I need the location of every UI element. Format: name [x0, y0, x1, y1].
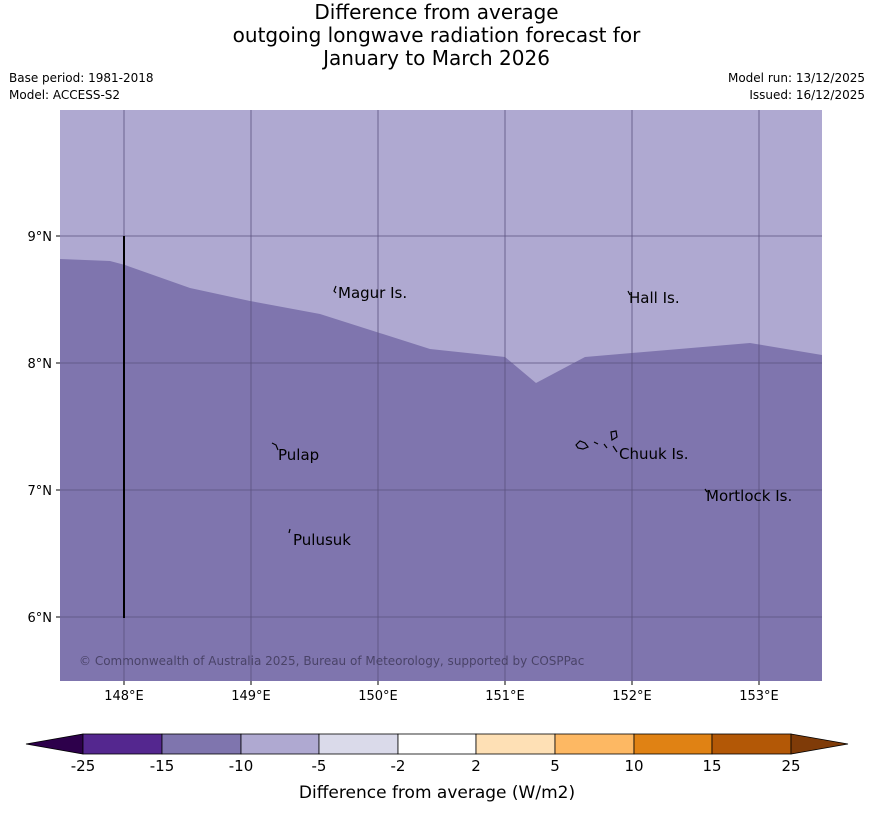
- model-name: Model: ACCESS-S2: [9, 88, 121, 102]
- chuuk-lagoon-island-a: [575, 440, 589, 450]
- colorbar-tick-label: 10: [624, 757, 643, 775]
- pulap-island-shape: [271, 442, 279, 451]
- title-line-2: outgoing longwave radiation forecast for: [232, 23, 641, 47]
- colorbar-segment-5: [397, 733, 477, 755]
- title-line-1: Difference from average: [314, 0, 559, 24]
- place-label-pulap: Pulap: [278, 446, 319, 464]
- lon-tick-149: 149°E: [231, 689, 271, 704]
- chart-title: Difference from average outgoing longwav…: [0, 1, 873, 70]
- issued-date: Issued: 16/12/2025: [749, 88, 865, 102]
- colorbar-extend-low: [25, 733, 84, 755]
- base-period: Base period: 1981-2018: [9, 71, 154, 85]
- colorbar-segment-1: [82, 733, 163, 755]
- colorbar: -25 -15 -10 -5 -2 2 5 10 15 25 Differenc…: [25, 733, 849, 803]
- colorbar-tick-label: -25: [71, 757, 96, 775]
- place-label-mortlock: Mortlock Is.: [706, 487, 792, 505]
- place-label-hall: Hall Is.: [629, 289, 680, 307]
- lat-tick-7: 7°N: [28, 484, 53, 499]
- colorbar-segment-9: [711, 733, 792, 755]
- colorbar-tick-labels: -25 -15 -10 -5 -2 2 5 10 15 25: [71, 757, 801, 775]
- axis-labels: 148°E 149°E 150°E 151°E 152°E 153°E 9°N …: [28, 230, 779, 704]
- lon-tick-150: 150°E: [358, 689, 398, 704]
- chuuk-lagoon-island-d: [610, 430, 618, 441]
- chuuk-lagoon-island-e: [612, 445, 618, 453]
- mortlock-island-shape: [704, 488, 708, 493]
- lon-tick-151: 151°E: [485, 689, 525, 704]
- place-label-magur: Magur Is.: [338, 284, 407, 302]
- pulusuk-island-shape: [288, 528, 291, 534]
- magur-island-shape: [333, 285, 337, 294]
- colorbar-tick-label: 25: [781, 757, 800, 775]
- colorbar-segment-4: [318, 733, 399, 755]
- title-line-3: January to March 2026: [323, 46, 550, 70]
- island-outlines: [271, 285, 708, 534]
- colorbar-tick-label: 15: [702, 757, 721, 775]
- place-labels: Magur Is. Hall Is. Pulap Chuuk Is. Mortl…: [278, 284, 792, 549]
- hall-island-shape: [627, 290, 631, 296]
- axis-tick-marks: [56, 235, 760, 685]
- colorbar-segment-7: [554, 733, 635, 755]
- copyright-notice: © Commonwealth of Australia 2025, Bureau…: [79, 654, 584, 668]
- colorbar-title: Difference from average (W/m2): [299, 783, 575, 803]
- meta-right: Model run: 13/12/2025 Issued: 16/12/2025: [728, 70, 865, 104]
- colorbar-segment-8: [633, 733, 713, 755]
- colorbar-tick-label: 5: [550, 757, 560, 775]
- lon-tick-148: 148°E: [104, 689, 144, 704]
- colorbar-segment-2: [161, 733, 242, 755]
- lon-tick-152: 152°E: [612, 689, 652, 704]
- colorbar-tick-label: -2: [391, 757, 406, 775]
- lon-tick-153: 153°E: [739, 689, 779, 704]
- map-region-lower: [60, 259, 822, 681]
- colorbar-tick-label: 2: [471, 757, 481, 775]
- place-label-chuuk: Chuuk Is.: [619, 445, 688, 463]
- meta-left: Base period: 1981-2018 Model: ACCESS-S2: [9, 70, 154, 104]
- colorbar-tick-label: -15: [150, 757, 175, 775]
- place-label-pulusuk: Pulusuk: [293, 531, 351, 549]
- lat-tick-9: 9°N: [28, 230, 53, 245]
- colorbar-segment-6: [475, 733, 556, 755]
- lat-tick-8: 8°N: [28, 357, 53, 372]
- model-run: Model run: 13/12/2025: [727, 71, 865, 85]
- colorbar-extend-high: [790, 733, 849, 755]
- colorbar-segment-3: [240, 733, 320, 755]
- chuuk-lagoon-island-b: [593, 441, 599, 445]
- chuuk-lagoon-island-c: [603, 443, 608, 449]
- colorbar-tick-label: -10: [229, 757, 254, 775]
- lat-tick-6: 6°N: [28, 611, 53, 626]
- colorbar-tick-label: -5: [312, 757, 327, 775]
- graticule: [60, 110, 822, 681]
